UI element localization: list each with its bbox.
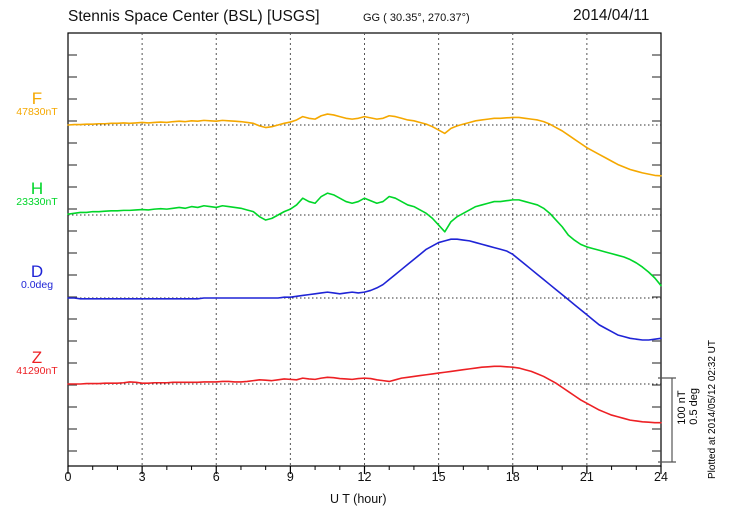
- trace-label-Z: Z 41290nT: [8, 348, 66, 378]
- plotted-at-label: Plotted at 2014/05/12 02:32 UT: [707, 340, 718, 479]
- x-axis-title: U T (hour): [330, 492, 387, 506]
- trace-Z: [67, 365, 662, 424]
- trace-F: [67, 113, 662, 177]
- trace-baseline-H: 23330nT: [16, 196, 58, 208]
- x-axis-tick-label: 0: [64, 470, 72, 484]
- x-axis-tick-label: 18: [505, 470, 520, 484]
- trace-label-F: F 47830nT: [8, 89, 66, 119]
- x-axis-tick-label: 6: [212, 470, 220, 484]
- x-axis-tick-label: 9: [286, 470, 294, 484]
- trace-name-F: F: [31, 89, 43, 108]
- x-axis-tick-label: 21: [579, 470, 594, 484]
- observation-date: 2014/04/11: [573, 7, 650, 24]
- trace-D: [67, 238, 662, 341]
- trace-label-D: D 0.0deg: [8, 262, 66, 292]
- x-axis-tick-label: 12: [357, 470, 372, 484]
- trace-H: [67, 192, 662, 287]
- trace-name-Z: Z: [31, 348, 43, 367]
- trace-name-D: D: [30, 262, 44, 281]
- scale-bar-nt: 100 nT: [676, 390, 688, 425]
- page-title: Stennis Space Center (BSL) [USGS]: [68, 8, 320, 25]
- x-axis-tick-label: 3: [138, 470, 146, 484]
- geographic-coordinates: GG ( 30.35°, 270.37°): [363, 12, 470, 24]
- scale-bar-label: 100 nT 0.5 deg: [676, 388, 700, 425]
- trace-label-H: H 23330nT: [8, 179, 66, 209]
- trace-baseline-D: 0.0deg: [20, 279, 54, 291]
- x-axis-tick-label: 15: [431, 470, 446, 484]
- trace-baseline-F: 47830nT: [16, 106, 58, 118]
- trace-baseline-Z: 41290nT: [16, 365, 58, 377]
- scale-bar-deg: 0.5 deg: [688, 388, 700, 425]
- trace-name-H: H: [30, 179, 44, 198]
- x-axis-tick-label: 24: [654, 470, 668, 484]
